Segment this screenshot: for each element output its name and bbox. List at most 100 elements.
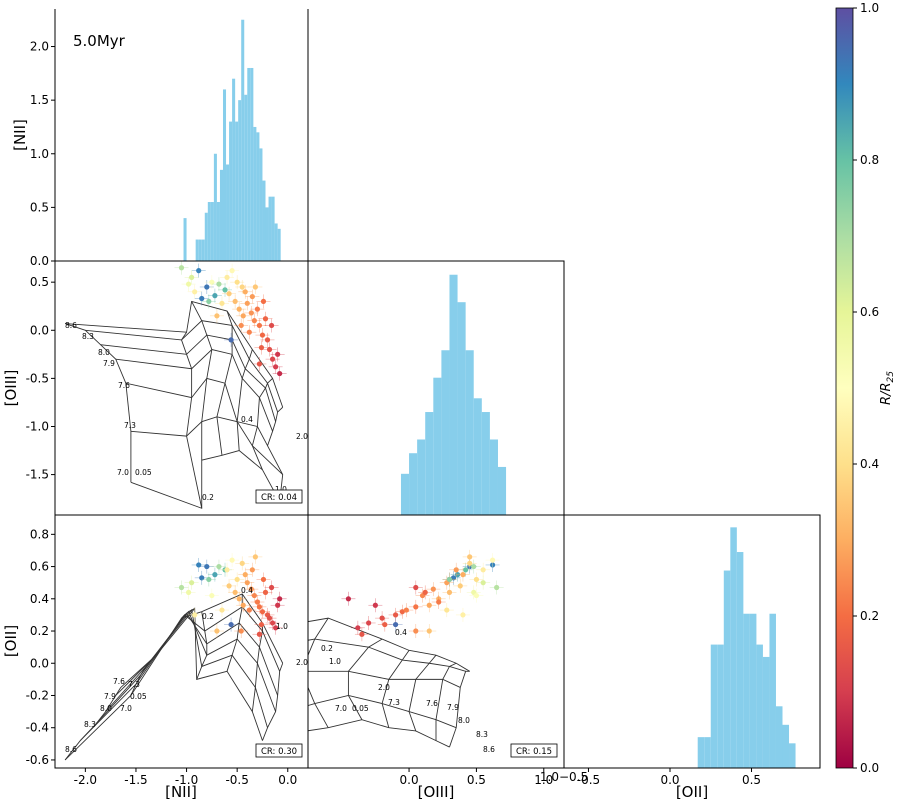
oii-oiii-grid-line [207, 639, 274, 736]
colorbar-label-main: R/R [879, 383, 894, 405]
oii-nii-point [259, 609, 266, 615]
oiii-nii-point [226, 291, 232, 297]
oiii-ytick-label: 0.5 [30, 275, 49, 289]
oiii-nii-point [269, 356, 276, 362]
oiii-nii-point [209, 279, 215, 285]
oiii-nii-grid-label: 0.05 [135, 468, 152, 477]
oiii-histogram-bars [400, 274, 507, 515]
oiii-nii-point [212, 293, 218, 299]
oii-oiii-point [430, 586, 436, 592]
oii-nii-point [268, 584, 275, 591]
oii-oiii-point [436, 599, 442, 605]
cr-label-oiii-nii: CR: 0.04 [261, 493, 297, 503]
oiii-vs-nii-model-grid [64, 300, 284, 509]
oiii-nii-point [239, 284, 245, 290]
oii-oiii-point [467, 554, 473, 560]
oiii-ytick-label: 0.0 [30, 323, 49, 337]
oiii-nii-point [178, 265, 185, 271]
oii-oiii-point [403, 607, 409, 613]
colorbar-ticks: 0.0 0.2 0.4 0.6 0.8 1.0 [853, 1, 879, 775]
oii-nii-point [234, 576, 240, 583]
nii-histogram-bar [256, 132, 260, 261]
oii-histogram-bar [789, 743, 796, 768]
chart-title: 5.0Myr [73, 32, 126, 50]
nii-histogram-bar [235, 121, 239, 261]
oii-oiii-grid-line [449, 670, 470, 748]
oii-oiii-point [480, 567, 486, 573]
oii-nii-grid-line [262, 663, 284, 741]
oii-oiii-point [379, 615, 385, 621]
oii-oiii-point [460, 572, 466, 578]
oii-ytick-label: 0.2 [30, 624, 49, 638]
oii-oiii-grid-label: 7.6 [426, 699, 438, 708]
oii-oiii-grid-line [308, 617, 329, 728]
oii-nii-point [269, 620, 276, 626]
oii-oiii-point [444, 607, 450, 613]
oiii-vs-nii-frame [54, 260, 309, 516]
oiii-nii-point [277, 370, 283, 377]
oii-nii-point [229, 557, 235, 563]
oiii-nii-point [251, 318, 257, 324]
oii-nii-grid-line [115, 609, 268, 728]
oii-nii-point [252, 554, 258, 560]
oiii-nii-grid-label: 8.3 [82, 332, 94, 341]
oii-oiii-point [422, 589, 428, 595]
oiii-histogram-bar [433, 377, 442, 515]
oiii-nii-grid-label: 7.0 [117, 468, 129, 477]
oii-nii-point [266, 615, 273, 621]
oii-oiii-point [450, 575, 457, 581]
oiii-nii-point [275, 351, 281, 357]
nii-hist-ytick-label: 0.0 [30, 254, 49, 268]
oiii-nii-grid-line [64, 323, 132, 483]
nii-histogram-bar [213, 153, 217, 261]
oii-vs-oiii-panel: 0.0 0.5 1.0 8.6 8.3 8.0 7.9 7.6 7.3 7.0 0.05 0.2 0.… [207, 514, 565, 801]
oii-oiii-point [453, 567, 459, 573]
oii-histogram-bar [710, 644, 718, 768]
oiii-nii-point [236, 306, 242, 312]
oii-nii-grid-line [251, 622, 263, 712]
oii-nii-grid-line [130, 654, 157, 696]
oiii-nii-point [214, 313, 220, 319]
oiii-nii-grid-label: 7.9 [103, 359, 115, 368]
oii-nii-point [224, 567, 230, 573]
oii-nii-grid-label: 8.0 [100, 704, 112, 713]
oiii-xlabel: [OIII] [418, 783, 455, 801]
oiii-nii-point [240, 313, 246, 319]
oiii-nii-point [256, 361, 263, 367]
oii-oiii-point [489, 557, 496, 563]
oii-histogram-bar [730, 527, 737, 768]
oii-histogram-panel: -0.5 0.0 0.5 1.0−0.5 [OII] [540, 514, 821, 801]
oii-nii-point [236, 596, 242, 602]
nii-histogram-bar [262, 180, 266, 261]
oiii-histogram-bar [489, 439, 498, 515]
nii-histogram-bar [232, 78, 236, 261]
oii-oiii-point [413, 584, 419, 591]
nii-histogram-bar [250, 67, 254, 261]
oiii-nii-grid-line [130, 416, 284, 475]
oii-oiii-point [413, 604, 419, 610]
oii-nii-point [242, 572, 248, 578]
oii-histogram-bar [756, 644, 763, 768]
oii-nii-point [258, 621, 265, 628]
oii-oiii-point [460, 612, 466, 618]
colorbar-tick-label: 0.6 [860, 305, 879, 319]
oiii-histogram-bar [497, 466, 507, 515]
oiii-nii-grid-line [216, 310, 233, 456]
oiii-nii-point [244, 300, 250, 306]
oii-ytick-label: -0.4 [26, 721, 49, 735]
nii-histogram-bar [247, 67, 251, 261]
oii-nii-point [214, 628, 220, 634]
oii-oiii-grid-label: 7.3 [388, 698, 400, 707]
oiii-ytick-label: -1.0 [26, 419, 49, 433]
nii-histogram-bar [222, 89, 227, 261]
oii-nii-point [226, 583, 232, 589]
nii-histogram-bar [238, 100, 242, 261]
oii-oiii-grid-label: 1.0 [329, 657, 341, 666]
oii-ytick-label: -0.2 [26, 688, 49, 702]
oii-nii-grid-line [181, 608, 195, 619]
oii-xlabel: [OII] [676, 783, 708, 801]
oii-ytick-label: 0.4 [30, 592, 49, 606]
oiii-nii-point [264, 337, 271, 343]
nii-histogram-bar [229, 121, 233, 261]
oiii-ytick-label: -1.5 [26, 468, 49, 482]
